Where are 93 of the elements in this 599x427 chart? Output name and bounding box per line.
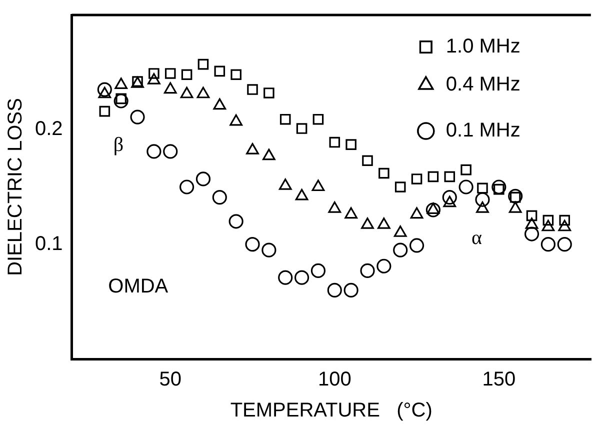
y-tick-label: 0.2 xyxy=(34,118,63,140)
point xyxy=(508,188,523,204)
point xyxy=(295,188,308,200)
point xyxy=(492,180,506,194)
point xyxy=(262,242,276,258)
point xyxy=(346,139,356,150)
point xyxy=(428,171,439,182)
y-tick-label: 0.1 xyxy=(34,232,63,255)
point xyxy=(378,168,390,179)
point xyxy=(475,192,490,207)
legend-label: 1.0 MHz xyxy=(446,36,520,58)
point xyxy=(280,114,291,125)
point xyxy=(98,86,112,98)
point xyxy=(247,84,258,95)
point xyxy=(442,190,457,205)
point xyxy=(361,218,374,229)
point xyxy=(148,68,160,79)
point xyxy=(410,207,424,219)
point xyxy=(213,98,226,110)
point xyxy=(329,136,340,148)
point xyxy=(542,220,555,232)
x-tick-label: 100 xyxy=(318,368,352,391)
point xyxy=(508,201,522,213)
point xyxy=(477,182,488,194)
point xyxy=(245,237,260,252)
point xyxy=(540,237,556,252)
point xyxy=(409,238,424,253)
point xyxy=(411,174,422,184)
point xyxy=(444,171,456,182)
point xyxy=(558,220,572,232)
x-tick-label: 50 xyxy=(159,368,182,391)
point xyxy=(181,69,192,80)
point xyxy=(394,182,406,192)
point xyxy=(212,190,227,205)
annotation: OMDA xyxy=(108,275,169,298)
annotation: α xyxy=(472,226,483,249)
point xyxy=(214,66,226,77)
point xyxy=(164,68,176,79)
point xyxy=(559,214,570,226)
point xyxy=(460,164,472,176)
point xyxy=(344,282,358,298)
y-axis-title: DIELECTRIC LOSS xyxy=(4,98,27,276)
point xyxy=(296,123,308,134)
point xyxy=(130,110,145,124)
point xyxy=(264,88,274,98)
point xyxy=(525,218,538,229)
point xyxy=(196,86,210,98)
point xyxy=(230,114,243,126)
x-axis-title: TEMPERATURE (°C) xyxy=(230,400,432,422)
point xyxy=(114,78,128,89)
point xyxy=(443,196,456,208)
point xyxy=(228,214,244,229)
point xyxy=(163,144,178,159)
point xyxy=(524,226,540,242)
point xyxy=(394,226,407,237)
point xyxy=(179,180,194,194)
point xyxy=(328,201,342,213)
point xyxy=(230,69,242,80)
annotation: β xyxy=(113,134,124,156)
point xyxy=(310,263,326,278)
point xyxy=(393,242,408,258)
point xyxy=(376,258,392,274)
point xyxy=(312,114,324,125)
legend-label: 0.1 MHz xyxy=(446,120,520,142)
x-tick-label: 150 xyxy=(482,368,516,391)
point xyxy=(476,201,489,213)
point xyxy=(180,86,194,98)
point xyxy=(360,263,375,278)
legend-label: 0.4 MHz xyxy=(446,74,520,96)
point xyxy=(362,155,373,166)
point xyxy=(458,180,474,194)
point xyxy=(327,282,342,298)
point xyxy=(294,270,310,285)
point xyxy=(278,270,293,285)
point xyxy=(114,94,128,108)
point xyxy=(542,214,554,226)
point xyxy=(526,210,538,222)
point xyxy=(146,144,162,159)
point xyxy=(557,237,572,252)
point xyxy=(198,58,209,70)
point xyxy=(196,172,211,186)
point xyxy=(262,148,276,160)
point xyxy=(148,73,160,84)
point xyxy=(377,218,390,229)
point xyxy=(246,143,259,154)
point xyxy=(278,178,292,190)
point xyxy=(426,202,440,218)
point xyxy=(97,82,112,97)
point xyxy=(344,207,358,219)
point xyxy=(312,180,325,192)
point xyxy=(426,202,440,214)
point xyxy=(99,106,110,117)
point xyxy=(164,82,177,94)
